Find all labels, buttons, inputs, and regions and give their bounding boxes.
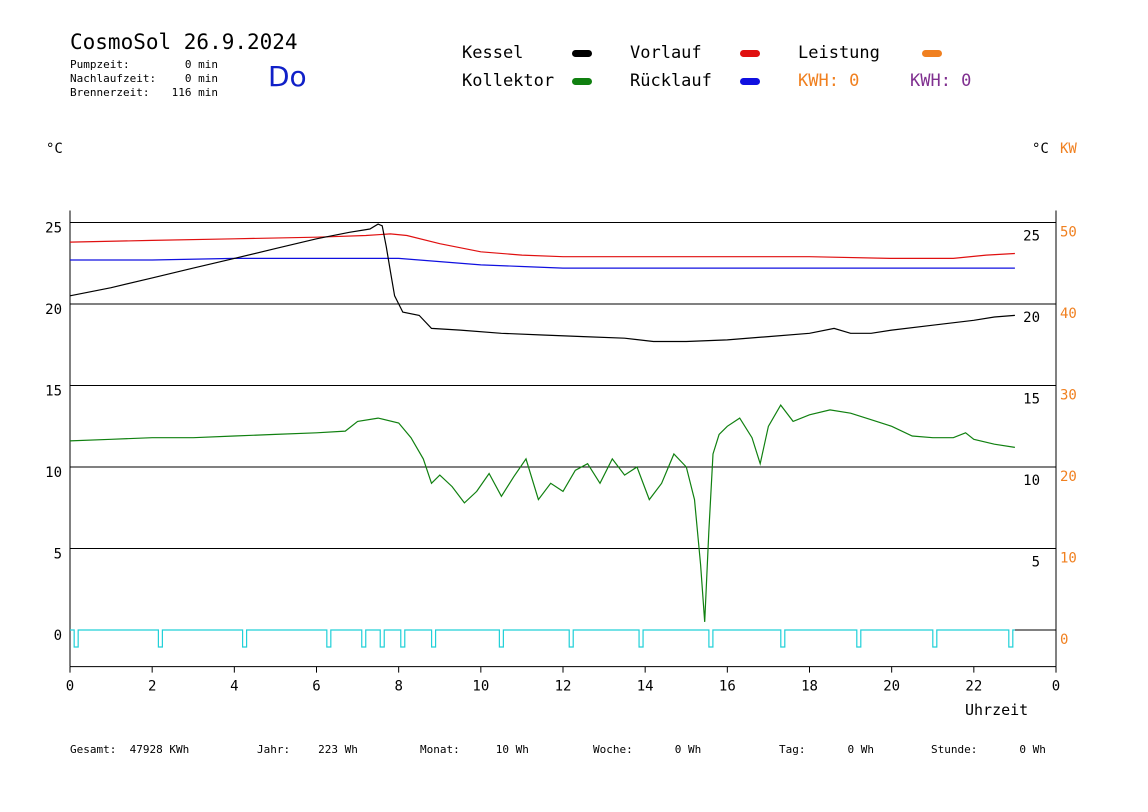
x-tick-label: 10: [472, 679, 489, 695]
legend-kollektor-label: Kollektor: [462, 71, 555, 91]
footer-gesamt: Gesamt: 47928 KWh: [70, 743, 189, 756]
x-tick-label: 8: [394, 679, 402, 695]
y-right-kw-tick-label: 0: [1060, 632, 1068, 648]
run-on-time-label: Nachlaufzeit:: [70, 72, 157, 85]
y-right-kw-tick-label: 30: [1060, 388, 1077, 404]
x-axis-label: Uhrzeit: [965, 701, 1029, 719]
y-left-tick-label: 25: [45, 221, 62, 237]
right-axis-unit: °C: [1032, 141, 1049, 157]
burner-time-value: 116 min: [171, 86, 218, 99]
y-right-tick-label: 10: [1023, 473, 1040, 489]
legend-kessel-label: Kessel: [462, 43, 524, 63]
footer-woche-label: Woche:: [593, 743, 633, 756]
weekday-label: Do: [268, 60, 307, 93]
footer-jahr-value: 223 Wh: [318, 743, 358, 756]
x-tick-label: 20: [883, 679, 900, 695]
legend-kollektor-swatch: [572, 78, 592, 85]
footer-tag: Tag: 0 Wh: [779, 743, 874, 756]
run-on-time: Nachlaufzeit: 0 min: [70, 72, 218, 85]
page-title: CosmoSol 26.9.2024: [70, 30, 298, 54]
x-tick-label: 16: [719, 679, 736, 695]
series-kollektor: [69, 404, 1015, 622]
burner-time: Brennerzeit: 116 min: [70, 86, 218, 99]
footer-stunde-value: 0 Wh: [1019, 743, 1046, 756]
x-tick-label: 2: [148, 679, 156, 695]
y-left-tick-label: 0: [54, 628, 62, 644]
legend-kessel-swatch: [572, 50, 592, 57]
x-tick-label: 4: [230, 679, 238, 695]
legend-vorlauf-swatch: [740, 50, 760, 57]
x-tick-label: 0: [66, 679, 74, 695]
run-on-time-value: 0 min: [184, 72, 218, 85]
y-right-tick-label: 25: [1023, 229, 1040, 245]
y-right-tick-label: 15: [1023, 392, 1040, 408]
footer-woche: Woche: 0 Wh: [593, 743, 701, 756]
series-ruecklauf: [70, 257, 1015, 269]
footer-stunde: Stunde: 0 Wh: [931, 743, 1046, 756]
x-tick-label: 6: [312, 679, 320, 695]
series-pump: [70, 629, 1015, 648]
footer-woche-value: 0 Wh: [674, 743, 702, 756]
footer-jahr: Jahr: 223 Wh: [257, 743, 358, 756]
footer-tag-value: 0 Wh: [847, 743, 875, 756]
pump-time-label: Pumpzeit:: [70, 58, 130, 71]
footer-jahr-label: Jahr:: [257, 743, 291, 756]
y-right-kw-tick-label: 40: [1060, 306, 1077, 322]
burner-time-label: Brennerzeit:: [70, 86, 150, 99]
legend-ruecklauf-swatch: [740, 78, 760, 85]
legend-ruecklauf-label: Rücklauf: [630, 71, 712, 91]
y-right-kw-tick-label: 10: [1060, 551, 1077, 567]
y-right-tick-label: 5: [1032, 555, 1040, 571]
x-tick-label: 22: [965, 679, 982, 695]
series-vorlauf: [69, 233, 1015, 259]
pump-time: Pumpzeit: 0 min: [70, 58, 218, 71]
x-tick-label: 14: [637, 679, 654, 695]
x-tick-label: 0: [1052, 679, 1060, 695]
x-tick-label: 12: [555, 679, 572, 695]
footer-tag-label: Tag:: [779, 743, 806, 756]
legend-kwh-orange: KWH: 0: [798, 71, 860, 91]
y-right-kw-tick-label: 50: [1060, 225, 1077, 241]
footer-monat: Monat: 10 Wh: [420, 743, 529, 756]
x-tick-label: 18: [801, 679, 818, 695]
footer-monat-value: 10 Wh: [495, 743, 529, 756]
pump-time-value: 0 min: [184, 58, 218, 71]
footer-stunde-label: Stunde:: [931, 743, 978, 756]
y-left-tick-label: 10: [45, 465, 62, 481]
legend-kwh-purple: KWH: 0: [910, 71, 972, 91]
legend-vorlauf-label: Vorlauf: [630, 43, 702, 63]
footer-monat-label: Monat:: [420, 743, 460, 756]
series-kessel: [69, 223, 1015, 343]
legend-leistung-label: Leistung: [798, 43, 880, 63]
footer-gesamt-label: Gesamt:: [70, 743, 117, 756]
y-right-kw-tick-label: 20: [1060, 469, 1077, 485]
y-left-tick-label: 20: [45, 302, 62, 318]
y-left-tick-label: 15: [45, 384, 62, 400]
footer-gesamt-value: 47928 KWh: [129, 743, 190, 756]
right-axis-unit-kw: KW: [1060, 141, 1077, 157]
left-axis-unit: °C: [46, 141, 63, 157]
legend-leistung-swatch: [922, 50, 942, 57]
y-left-tick-label: 5: [54, 547, 62, 563]
y-right-tick-label: 20: [1023, 310, 1040, 326]
